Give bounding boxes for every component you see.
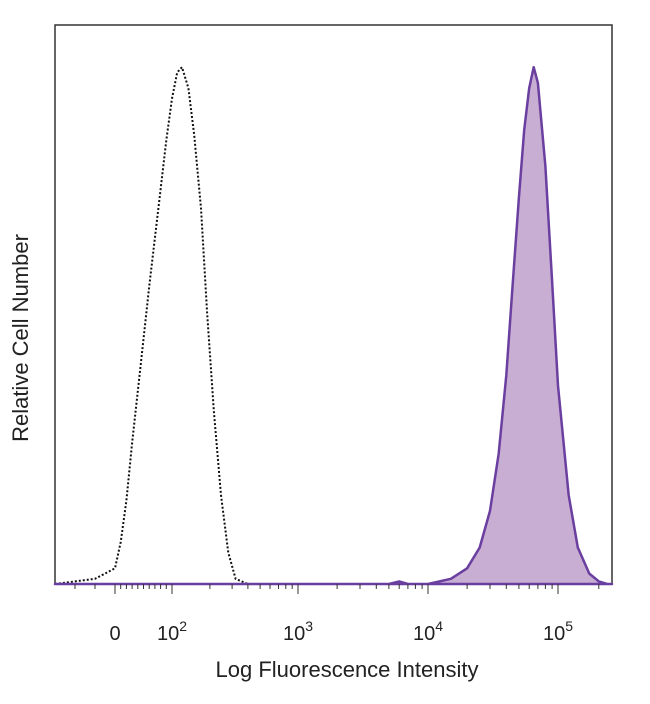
series-filled-histogram [53,65,614,586]
x-ticks: 0 102 103 104 105 [74,584,600,645]
x-axis-title: Log Fluorescence Intensity [216,657,479,682]
x-tick-label: 102 [157,618,187,645]
y-axis-title: Relative Cell Number [8,234,33,442]
x-tick-label: 0 [109,623,120,645]
x-tick-label: 104 [413,618,443,645]
series-layer [53,65,614,586]
series-dotted-histogram [54,65,261,585]
x-tick-label: 103 [283,618,313,645]
x-tick-label: 105 [543,618,573,645]
